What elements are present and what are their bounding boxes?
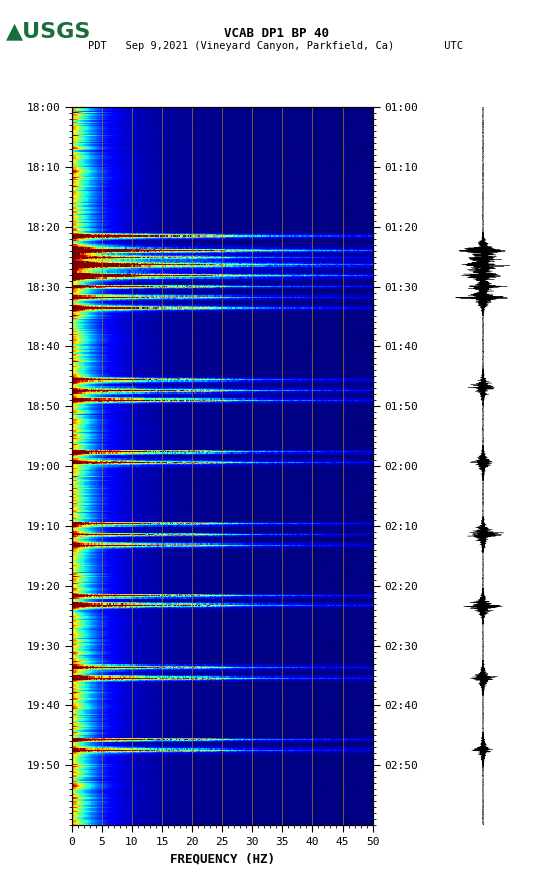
- Text: PDT   Sep 9,2021 (Vineyard Canyon, Parkfield, Ca)        UTC: PDT Sep 9,2021 (Vineyard Canyon, Parkfie…: [88, 41, 464, 52]
- X-axis label: FREQUENCY (HZ): FREQUENCY (HZ): [169, 853, 275, 865]
- Text: ▲USGS: ▲USGS: [6, 21, 91, 41]
- Text: VCAB DP1 BP 40: VCAB DP1 BP 40: [224, 28, 328, 40]
